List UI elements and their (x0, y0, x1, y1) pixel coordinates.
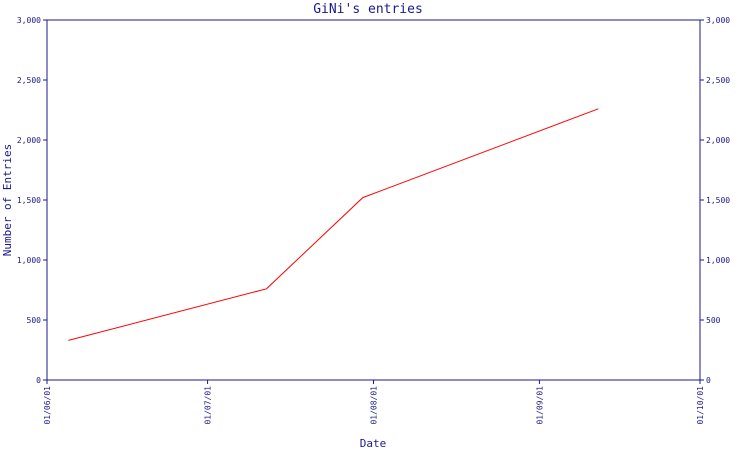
right-y-tick-label: 500 (706, 316, 721, 325)
right-y-tick-label: 3,000 (706, 16, 730, 25)
plot-frame (46, 19, 701, 381)
right-y-tick-label: 2,500 (706, 76, 730, 85)
series-layer (68, 108, 599, 341)
series-line-1 (68, 108, 599, 341)
x-axis-title: Date (360, 437, 387, 450)
left-y-tick-label: 1,000 (17, 256, 41, 265)
left-y-tick-label: 500 (27, 316, 42, 325)
left-y-tick-label: 0 (36, 376, 41, 385)
right-y-axis: 0 500 1,000 1,500 2,000 2,500 3,000 (700, 16, 730, 385)
right-y-tick-label: 1,500 (706, 196, 730, 205)
right-y-tick-label: 0 (706, 376, 711, 385)
left-y-tick-label: 2,500 (17, 76, 41, 85)
x-tick-label: 01/10/01 (696, 386, 705, 425)
left-y-tick-label: 3,000 (17, 16, 41, 25)
left-y-tick-label: 2,000 (17, 136, 41, 145)
x-tick-label: 01/09/01 (535, 386, 544, 425)
left-y-tick-label: 1,500 (17, 196, 41, 205)
x-tick-label: 01/07/01 (204, 386, 213, 425)
right-y-tick-label: 2,000 (706, 136, 730, 145)
right-y-tick-label: 1,000 (706, 256, 730, 265)
chart-title: GiNi's entries (313, 2, 423, 17)
x-axis: 01/06/01 01/07/01 01/08/01 01/09/01 01/10/01 (43, 380, 705, 425)
x-tick-label: 01/06/01 (43, 386, 52, 425)
y-axis-title: Number of Entries (1, 144, 14, 257)
left-y-axis: 0 500 1,000 1,500 2,000 2,500 3,000 (17, 16, 47, 385)
x-tick-label: 01/08/01 (370, 386, 379, 425)
